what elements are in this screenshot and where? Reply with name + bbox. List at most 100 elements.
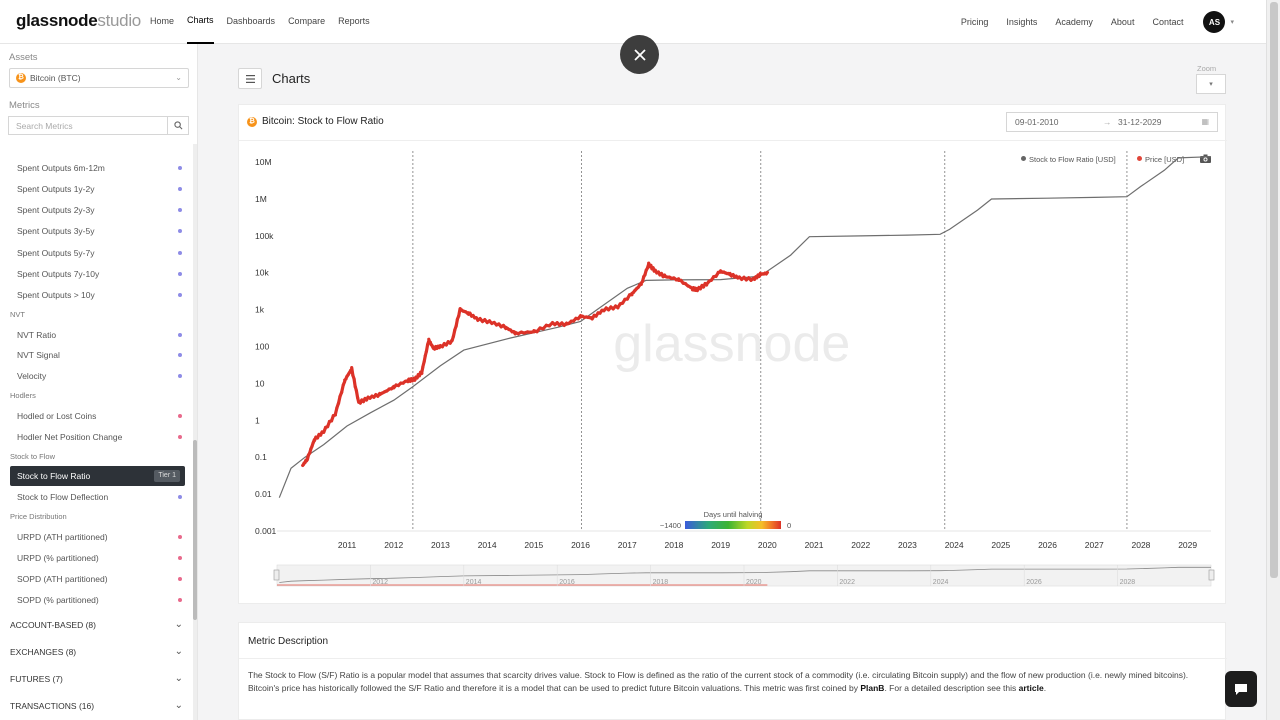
navigator-year-label: 2020 (746, 579, 762, 586)
planb-link[interactable]: PlanB (860, 682, 885, 693)
sidebar-scrollbar-thumb[interactable] (193, 440, 197, 620)
calendar-icon[interactable]: ▦ (1201, 117, 1209, 126)
y-tick-label: 100k (255, 231, 274, 241)
nav-link-home[interactable]: Home (150, 16, 175, 26)
navigator-handle-left[interactable] (273, 569, 280, 581)
date-from[interactable]: 09-01-2010 (1015, 117, 1059, 127)
metric-item-label: Spent Outputs 1y-2y (17, 184, 95, 194)
search-input[interactable] (8, 116, 168, 135)
colorbar-min: −1400 (660, 521, 681, 530)
menu-icon (245, 74, 255, 83)
x-tick-label: 2025 (991, 540, 1010, 550)
nav-link-insights[interactable]: Insights (1006, 16, 1038, 27)
nav-link-dashboards[interactable]: Dashboards (226, 16, 276, 26)
chevron-down-icon[interactable]: ▾ (1230, 19, 1234, 26)
metric-item-label: Hodler Net Position Change (17, 432, 123, 442)
legend-item-sf[interactable]: Stock to Flow Ratio [USD] (1021, 155, 1116, 164)
description-text: The Stock to Flow (S/F) Ratio is a popul… (248, 670, 1189, 693)
metric-item[interactable]: Velocity (0, 366, 190, 386)
page-scrollbar-thumb[interactable] (1270, 2, 1278, 578)
nav-link-academy[interactable]: Academy (1055, 16, 1093, 27)
category-accordion[interactable]: ACCOUNT-BASED (8) ⌄ (10, 616, 185, 634)
metric-item[interactable]: Hodled or Lost Coins (0, 406, 190, 426)
x-tick-label: 2028 (1131, 540, 1150, 550)
nav-link-contact[interactable]: Contact (1152, 16, 1184, 27)
metric-tier-dot (178, 414, 182, 418)
price-segment (638, 282, 643, 287)
metric-item[interactable]: Spent Outputs 1y-2y (0, 179, 190, 199)
search-icon (173, 121, 182, 130)
metric-item[interactable]: Spent Outputs 3y-5y (0, 221, 190, 241)
navigator-year-label: 2024 (933, 579, 949, 586)
chevron-down-icon: ⌄ (174, 646, 183, 657)
legend-item-price[interactable]: Price [USD] (1137, 155, 1184, 164)
metric-item-label: Spent Outputs 2y-3y (17, 205, 95, 215)
nav-link-about[interactable]: About (1110, 16, 1135, 27)
logo[interactable]: glassnodestudio (16, 11, 141, 30)
metric-tier-dot (178, 535, 182, 539)
metric-item-label: Stock to Flow Deflection (17, 492, 109, 502)
y-tick-label: 10M (255, 157, 272, 167)
x-tick-label: 2017 (618, 540, 637, 550)
navigator-year-label: 2016 (559, 579, 575, 586)
camera-icon[interactable] (1200, 154, 1211, 163)
metric-item[interactable]: Spent Outputs 7y-10y (0, 264, 190, 284)
nav-link-reports[interactable]: Reports (338, 16, 370, 26)
metric-item[interactable]: SOPD (ATH partitioned) (0, 569, 190, 589)
x-tick-label: 2012 (384, 540, 403, 550)
close-button[interactable] (620, 35, 659, 74)
metric-item[interactable]: NVT Ratio (0, 325, 190, 345)
nav-link-charts[interactable]: Charts (187, 0, 214, 44)
metric-item[interactable]: Hodler Net Position Change (0, 427, 190, 447)
metric-item[interactable]: SOPD (% partitioned) (0, 590, 190, 610)
sidebar-scrollbar[interactable] (193, 144, 197, 720)
metric-tier-dot (178, 293, 182, 297)
metric-tier-dot (178, 435, 182, 439)
y-tick-label: 0.001 (255, 526, 277, 536)
nav-link-pricing[interactable]: Pricing (960, 16, 989, 27)
chart-title: ₿ Bitcoin: Stock to Flow Ratio (247, 116, 384, 127)
y-tick-label: 0.1 (255, 452, 267, 462)
chat-icon (1235, 683, 1247, 695)
search-button[interactable] (168, 116, 189, 135)
navigator-year-label: 2028 (1120, 579, 1136, 586)
metric-tier-dot (178, 556, 182, 560)
metric-item[interactable]: URPD (% partitioned) (0, 548, 190, 568)
category-accordion[interactable]: TRANSACTIONS (16) ⌄ (10, 697, 185, 715)
metric-tier-dot (178, 251, 182, 255)
menu-button[interactable] (238, 68, 262, 89)
x-tick-label: 2013 (431, 540, 450, 550)
page-scrollbar[interactable] (1266, 0, 1280, 720)
metric-item[interactable]: Spent Outputs 2y-3y (0, 200, 190, 220)
category-label: TRANSACTIONS (16) (10, 701, 95, 711)
metric-item[interactable]: Spent Outputs 6m-12m (0, 158, 190, 178)
metric-item[interactable]: Spent Outputs > 10y (0, 285, 190, 305)
metric-item[interactable]: Stock to Flow Deflection (0, 487, 190, 507)
sf-model-line[interactable] (278, 156, 1212, 498)
category-accordion[interactable]: EXCHANGES (8) ⌄ (10, 643, 185, 661)
metric-item[interactable]: NVT Signal (0, 345, 190, 365)
article-link[interactable]: article (1018, 682, 1044, 693)
metric-item-label: SOPD (ATH partitioned) (17, 574, 108, 584)
y-tick-label: 100 (255, 342, 269, 352)
chevron-down-icon: ⌄ (174, 700, 183, 711)
category-accordion[interactable]: FUTURES (7) ⌄ (10, 670, 185, 688)
date-range-picker[interactable]: 09-01-2010 → 31-12-2029 ▦ (1006, 112, 1218, 132)
chat-button[interactable] (1225, 671, 1257, 707)
metric-item[interactable]: Stock to Flow Ratio Tier 1 (10, 466, 185, 486)
metric-item-label: Spent Outputs 6m-12m (17, 163, 105, 173)
metric-item[interactable]: Spent Outputs 5y-7y (0, 243, 190, 263)
x-tick-label: 2019 (711, 540, 730, 550)
zoom-select[interactable]: ▾ (1196, 74, 1226, 94)
navigator-handle-right[interactable] (1208, 569, 1215, 581)
close-icon (633, 48, 646, 61)
description-card: Metric Description The Stock to Flow (S/… (238, 622, 1227, 720)
metric-item[interactable]: URPD (ATH partitioned) (0, 527, 190, 547)
avatar[interactable]: AS (1203, 11, 1226, 33)
metric-item-label: NVT Signal (17, 350, 60, 360)
nav-link-compare[interactable]: Compare (288, 16, 326, 26)
sf-chart[interactable]: glassnode 10M 1M 100k 10k 1k 100 10 1 0.1 0.01 0.00… (239, 141, 1227, 603)
asset-select[interactable]: ₿ Bitcoin (BTC) ⌄ (9, 68, 189, 88)
category-label: ACCOUNT-BASED (8) (10, 620, 96, 630)
date-to[interactable]: 31-12-2029 (1118, 117, 1162, 127)
